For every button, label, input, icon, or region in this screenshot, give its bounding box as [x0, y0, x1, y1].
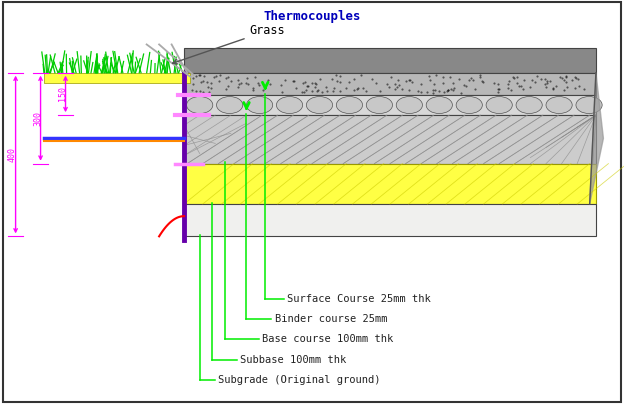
Text: Binder course 25mm: Binder course 25mm — [275, 314, 387, 324]
Text: Base course 100mm thk: Base course 100mm thk — [262, 335, 393, 344]
Circle shape — [187, 97, 213, 114]
Text: Grass: Grass — [173, 24, 285, 64]
Circle shape — [426, 97, 452, 114]
Bar — [184, 95, 596, 115]
Bar — [184, 204, 596, 236]
Text: 400: 400 — [8, 147, 17, 162]
Circle shape — [276, 97, 303, 114]
Circle shape — [246, 97, 273, 114]
Circle shape — [217, 97, 243, 114]
Circle shape — [336, 97, 363, 114]
Circle shape — [486, 97, 512, 114]
Circle shape — [576, 97, 602, 114]
Bar — [184, 73, 596, 95]
Circle shape — [546, 97, 572, 114]
Text: 150: 150 — [58, 86, 67, 101]
Circle shape — [366, 97, 392, 114]
Circle shape — [396, 97, 422, 114]
Circle shape — [306, 97, 333, 114]
Circle shape — [516, 97, 542, 114]
Bar — [44, 73, 190, 83]
Circle shape — [456, 97, 482, 114]
Polygon shape — [590, 73, 603, 204]
Text: Subbase 100mm thk: Subbase 100mm thk — [240, 355, 346, 364]
Bar — [184, 115, 596, 164]
Bar — [184, 164, 596, 204]
Text: Thermocouples: Thermocouples — [263, 10, 361, 23]
Text: Surface Course 25mm thk: Surface Course 25mm thk — [287, 294, 431, 304]
Bar — [184, 48, 596, 73]
Text: 300: 300 — [33, 111, 42, 126]
Text: Subgrade (Original ground): Subgrade (Original ground) — [218, 375, 381, 385]
